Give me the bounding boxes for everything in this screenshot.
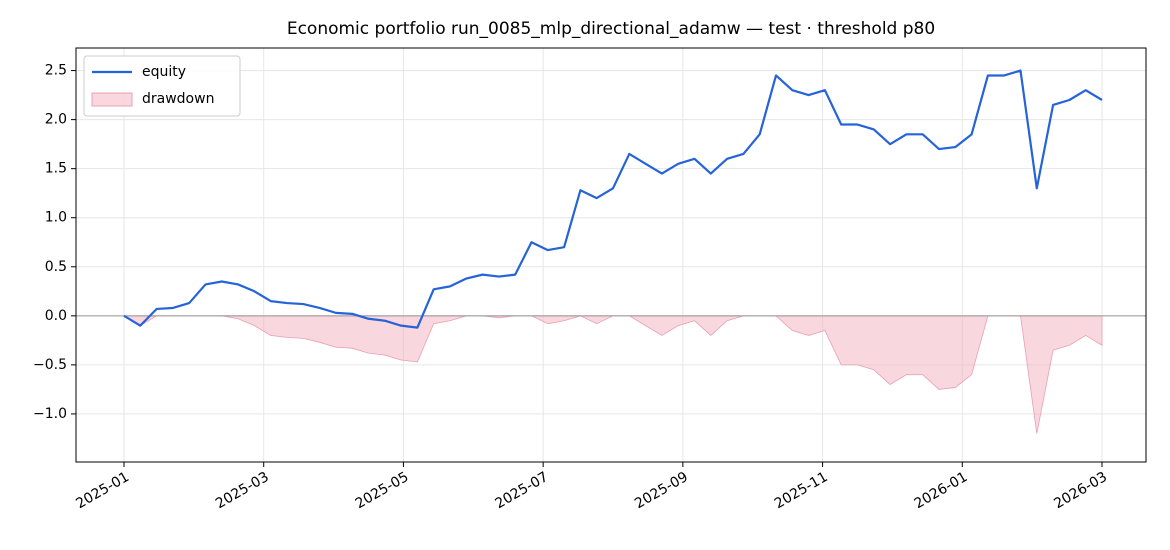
y-tick-label: 2.5 — [45, 63, 67, 79]
y-tick-label: 1.5 — [45, 161, 67, 177]
y-tick-label: 0.0 — [45, 308, 67, 324]
y-tick-label: −0.5 — [33, 357, 67, 373]
y-tick-label: 0.5 — [45, 259, 67, 275]
legend-label: drawdown — [142, 91, 214, 107]
plot-frame — [75, 47, 1147, 463]
y-tick-label: 2.0 — [45, 112, 67, 128]
legend: equity drawdown — [83, 55, 241, 117]
legend-swatch — [91, 92, 133, 107]
equity-line — [123, 69, 1103, 329]
legend-label: equity — [142, 64, 186, 80]
y-tick-label: 1.0 — [45, 210, 67, 226]
y-tick-label: −1.0 — [33, 406, 67, 422]
chart-title: Economic portfolio run_0085_mlp_directio… — [287, 19, 935, 39]
